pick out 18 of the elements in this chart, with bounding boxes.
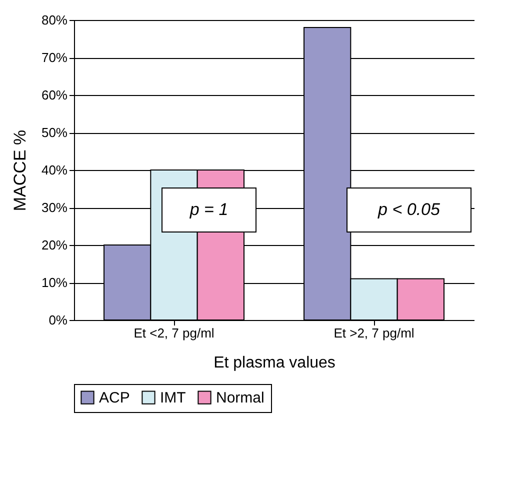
y-tick-label: 0% <box>48 312 68 328</box>
legend-label: IMT <box>160 390 186 407</box>
x-axis-title: Et plasma values <box>214 354 336 372</box>
y-tick-label: 50% <box>41 125 68 140</box>
annotation: p < 0.05 <box>377 200 440 219</box>
y-tick-label: 70% <box>41 50 68 65</box>
y-tick-label: 40% <box>41 162 68 178</box>
y-tick-label: 60% <box>41 88 68 102</box>
legend-label: ACP <box>99 390 130 407</box>
y-axis-title: MACCE % <box>10 130 30 212</box>
x-tick-label: Et <2, 7 pg/ml <box>134 326 214 340</box>
y-tick-label: 10% <box>41 275 68 290</box>
x-tick-label: Et >2, 7 pg/ml <box>334 326 414 340</box>
annotation: p = 1 <box>188 200 228 219</box>
y-tick-label: 80% <box>41 12 68 28</box>
y-tick-label: 30% <box>41 200 68 215</box>
legend-label: Normal <box>216 390 264 407</box>
y-tick-label: 20% <box>41 238 68 252</box>
